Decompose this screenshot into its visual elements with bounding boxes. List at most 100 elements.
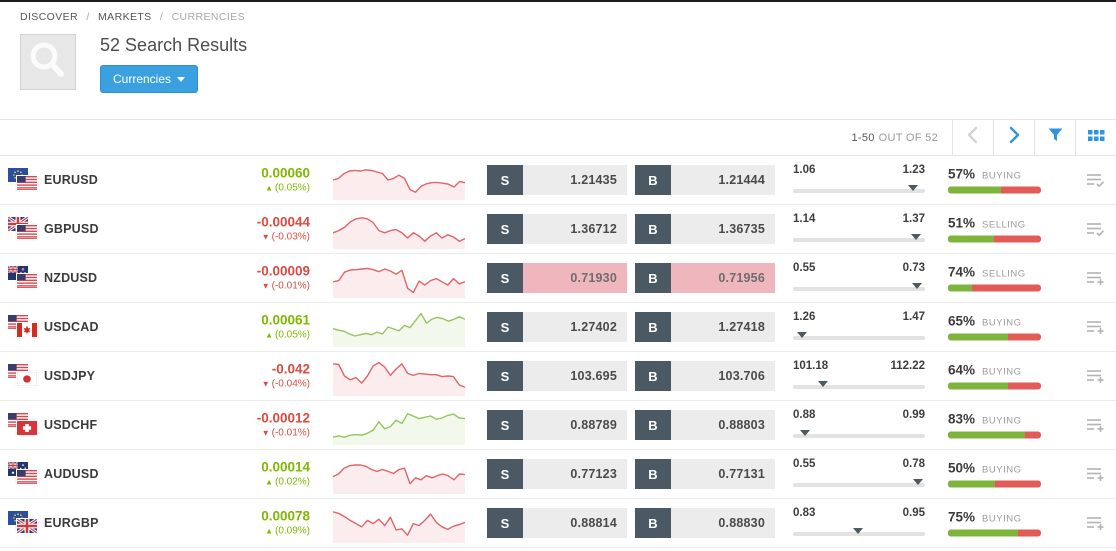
range-high: 1.37	[902, 213, 925, 225]
sparkline-chart	[332, 454, 466, 494]
sentiment-percent: 75%	[948, 509, 976, 525]
daily-range: 0.83 0.95	[793, 507, 925, 539]
sentiment-label: BUYING	[982, 513, 1022, 525]
buy-button[interactable]: B 0.88803	[635, 410, 775, 440]
filter-button[interactable]	[1034, 120, 1075, 155]
change-percent: ▼ (-0.04%)	[261, 378, 310, 390]
range-marker-icon	[908, 185, 919, 191]
change-value: -0.00012	[256, 410, 310, 426]
sell-price: 1.21435	[523, 165, 627, 195]
range-marker-icon	[912, 283, 923, 289]
buy-button[interactable]: B 0.71956	[635, 263, 775, 293]
buy-button[interactable]: B 0.77131	[635, 459, 775, 489]
sell-button[interactable]: S 103.695	[487, 361, 627, 391]
sentiment-label: BUYING	[982, 366, 1022, 378]
sell-button[interactable]: S 1.27402	[487, 312, 627, 342]
change-block: -0.042 ▼ (-0.04%)	[205, 361, 310, 390]
grid-view-button[interactable]	[1075, 120, 1116, 155]
magnifier-icon	[21, 42, 75, 93]
buy-price: 1.21444	[671, 165, 775, 195]
daily-range: 101.18 112.22	[793, 360, 925, 392]
watchlist-add-icon[interactable]	[1086, 466, 1106, 482]
sell-button[interactable]: S 1.21435	[487, 165, 627, 195]
sentiment-bar	[948, 480, 1041, 488]
sell-button[interactable]: S 1.36712	[487, 214, 627, 244]
sell-price: 0.71930	[523, 263, 627, 293]
instrument-symbol[interactable]: USDCAD	[44, 320, 99, 334]
buy-button[interactable]: B 1.27418	[635, 312, 775, 342]
buy-button[interactable]: B 1.21444	[635, 165, 775, 195]
change-percent: ▼ (-0.03%)	[261, 231, 310, 243]
prev-page-button[interactable]	[952, 120, 993, 155]
buy-price: 103.706	[671, 361, 775, 391]
range-marker-icon	[818, 381, 829, 387]
change-value: 0.00078	[261, 508, 310, 524]
buy-tag: B	[635, 312, 671, 342]
range-track	[793, 434, 925, 438]
watchlist-add-icon[interactable]	[1086, 417, 1106, 433]
change-value: 0.00014	[261, 459, 310, 475]
instrument-row[interactable]: EURUSD 0.00060 ▲ (0.05%) S 1.21435 B 1.21…	[0, 156, 1116, 205]
next-page-button[interactable]	[993, 120, 1034, 155]
instrument-symbol[interactable]: NZDUSD	[44, 271, 98, 285]
sell-button[interactable]: S 0.88814	[487, 508, 627, 538]
watchlist-add-icon[interactable]	[1086, 270, 1106, 286]
instrument-symbol[interactable]: GBPUSD	[44, 222, 99, 236]
watchlist-check-icon[interactable]	[1086, 172, 1106, 188]
currencies-filter-button[interactable]: Currencies	[100, 65, 199, 93]
chevron-right-icon	[1007, 126, 1021, 149]
list-toolbar: 1-50 OUT OF 52	[0, 119, 1116, 156]
instrument-row[interactable]: USDCHF -0.00012 ▼ (-0.01%) S 0.88789 B 0.…	[0, 401, 1116, 450]
buy-button[interactable]: B 0.88830	[635, 508, 775, 538]
change-value: -0.042	[271, 361, 310, 377]
range-low: 0.88	[793, 409, 816, 421]
instrument-row[interactable]: USDCAD 0.00061 ▲ (0.05%) S 1.27402 B 1.27…	[0, 303, 1116, 352]
instrument-row[interactable]: USDJPY -0.042 ▼ (-0.04%) S 103.695 B 103.…	[0, 352, 1116, 401]
sell-price: 0.88789	[523, 410, 627, 440]
sentiment-label: SELLING	[982, 268, 1026, 280]
search-thumbnail[interactable]	[20, 34, 76, 90]
sentiment-bar	[948, 382, 1041, 390]
instrument-symbol[interactable]: EURGBP	[44, 516, 99, 530]
instrument-symbol[interactable]: USDJPY	[44, 369, 96, 383]
range-low: 101.18	[793, 360, 829, 372]
breadcrumb-discover[interactable]: DISCOVER	[20, 11, 79, 23]
sparkline-chart	[332, 209, 466, 249]
instrument-symbol[interactable]: EURUSD	[44, 173, 98, 187]
buy-button[interactable]: B 1.36735	[635, 214, 775, 244]
daily-range: 1.14 1.37	[793, 213, 925, 245]
sentiment-bar	[948, 235, 1041, 243]
sentiment-percent: 65%	[948, 313, 976, 329]
watchlist-add-icon[interactable]	[1086, 515, 1106, 531]
instrument-row[interactable]: EURGBP 0.00078 ▲ (0.09%) S 0.88814 B 0.88…	[0, 499, 1116, 548]
instrument-symbol[interactable]: AUDUSD	[44, 467, 99, 481]
daily-range: 1.26 1.47	[793, 311, 925, 343]
range-marker-icon	[797, 332, 808, 338]
buy-button[interactable]: B 103.706	[635, 361, 775, 391]
sparkline-chart	[332, 307, 466, 347]
change-percent: ▲ (0.02%)	[265, 476, 310, 488]
watchlist-add-icon[interactable]	[1086, 368, 1106, 384]
sell-tag: S	[487, 361, 523, 391]
sentiment-label: BUYING	[982, 415, 1022, 427]
instrument-row[interactable]: NZDUSD -0.00009 ▼ (-0.01%) S 0.71930 B 0.…	[0, 254, 1116, 303]
instrument-row[interactable]: AUDUSD 0.00014 ▲ (0.02%) S 0.77123 B 0.77…	[0, 450, 1116, 499]
sell-tag: S	[487, 263, 523, 293]
chevron-down-icon	[177, 77, 186, 83]
instrument-row[interactable]: GBPUSD -0.00044 ▼ (-0.03%) S 1.36712 B 1.…	[0, 205, 1116, 254]
watchlist-add-icon[interactable]	[1086, 319, 1106, 335]
daily-range: 0.55 0.73	[793, 262, 925, 294]
sentiment-block: 51% SELLING	[948, 216, 1041, 243]
buy-tag: B	[635, 459, 671, 489]
breadcrumb-markets[interactable]: MARKETS	[98, 11, 152, 23]
range-high: 0.78	[902, 458, 925, 470]
sell-price: 0.88814	[523, 508, 627, 538]
sell-button[interactable]: S 0.77123	[487, 459, 627, 489]
flag-us-icon	[16, 175, 38, 191]
instrument-symbol[interactable]: USDCHF	[44, 418, 98, 432]
sell-button[interactable]: S 0.71930	[487, 263, 627, 293]
watchlist-check-icon[interactable]	[1086, 221, 1106, 237]
range-track	[793, 483, 925, 487]
change-block: -0.00012 ▼ (-0.01%)	[205, 410, 310, 439]
sell-button[interactable]: S 0.88789	[487, 410, 627, 440]
